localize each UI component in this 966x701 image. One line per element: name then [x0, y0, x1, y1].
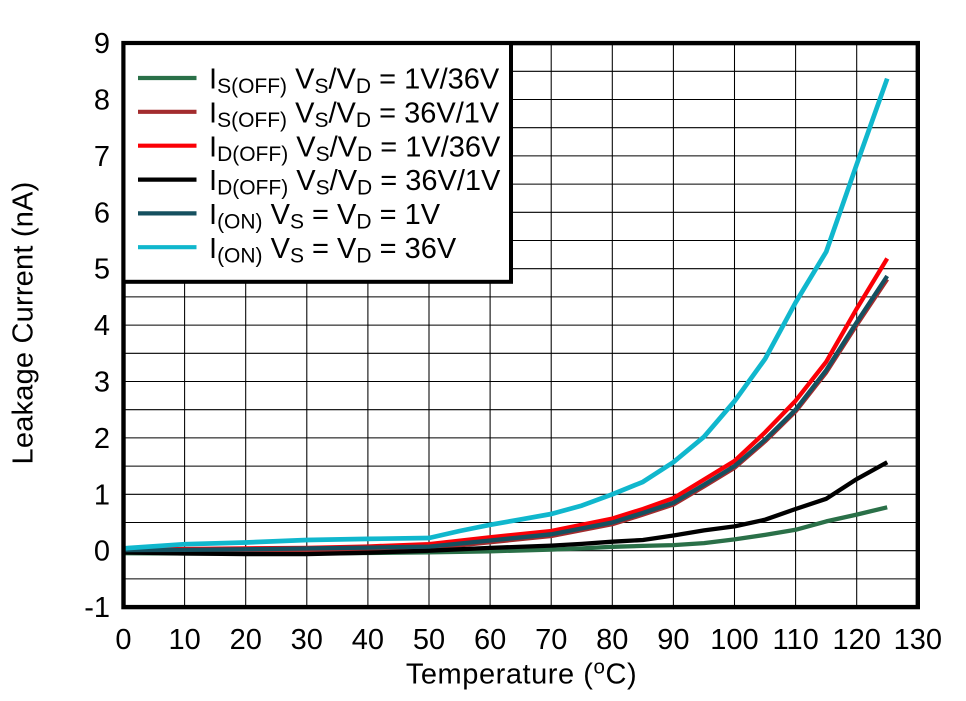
svg-text:4: 4 [94, 310, 110, 342]
svg-text:9: 9 [94, 28, 110, 60]
svg-text:3: 3 [94, 367, 110, 399]
svg-text:130: 130 [894, 624, 942, 656]
svg-text:-1: -1 [84, 592, 110, 624]
svg-text:70: 70 [535, 624, 567, 656]
svg-text:2: 2 [94, 423, 110, 455]
svg-text:7: 7 [94, 141, 110, 173]
svg-text:IS(OFF) VS/VD = 1V/36V: IS(OFF) VS/VD = 1V/36V [209, 64, 500, 99]
svg-text:110: 110 [772, 624, 818, 656]
svg-text:80: 80 [596, 624, 628, 656]
svg-text:20: 20 [230, 624, 262, 656]
svg-text:10: 10 [168, 624, 200, 656]
svg-text:40: 40 [352, 624, 384, 656]
svg-text:0: 0 [94, 536, 110, 568]
svg-text:100: 100 [710, 624, 758, 656]
svg-text:50: 50 [413, 624, 445, 656]
svg-text:0: 0 [115, 624, 131, 656]
svg-text:90: 90 [657, 624, 689, 656]
svg-text:60: 60 [474, 624, 506, 656]
svg-text:5: 5 [94, 254, 110, 286]
svg-text:I(ON) VS = VD = 36V: I(ON) VS = VD = 36V [209, 233, 457, 268]
svg-text:30: 30 [291, 624, 323, 656]
svg-text:ID(OFF) VS/VD = 36V/1V: ID(OFF) VS/VD = 36V/1V [209, 165, 501, 200]
svg-text:8: 8 [94, 85, 110, 117]
svg-text:1: 1 [94, 479, 110, 511]
svg-text:Leakage Current (nA): Leakage Current (nA) [8, 182, 40, 465]
svg-text:6: 6 [94, 197, 110, 229]
svg-text:120: 120 [833, 624, 881, 656]
